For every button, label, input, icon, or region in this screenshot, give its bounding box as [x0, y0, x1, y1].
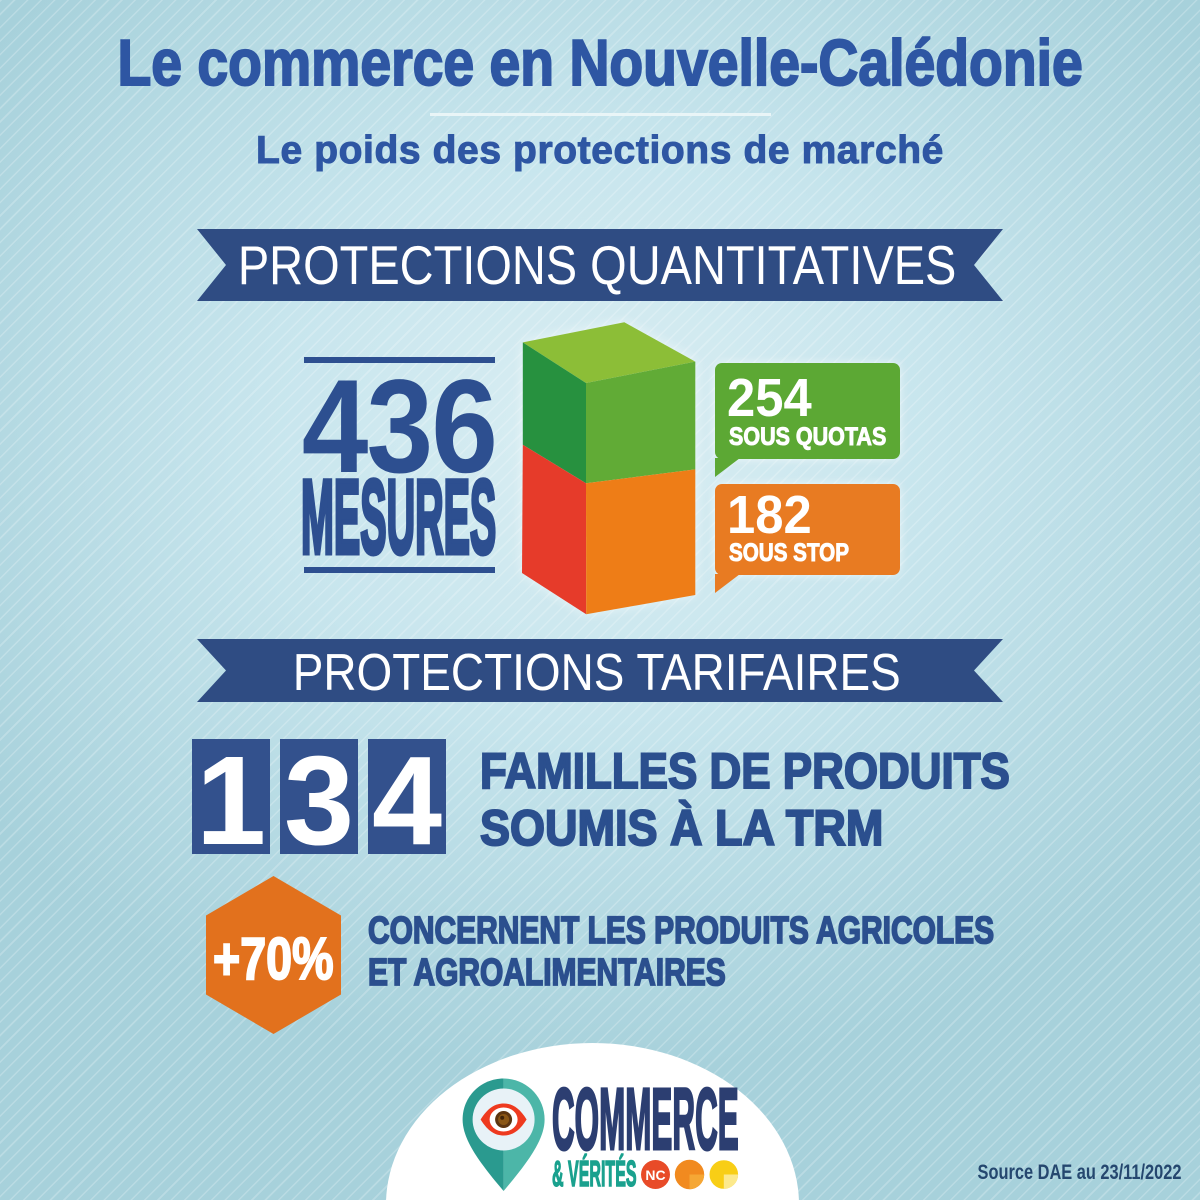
- svg-text:NC: NC: [645, 1167, 665, 1183]
